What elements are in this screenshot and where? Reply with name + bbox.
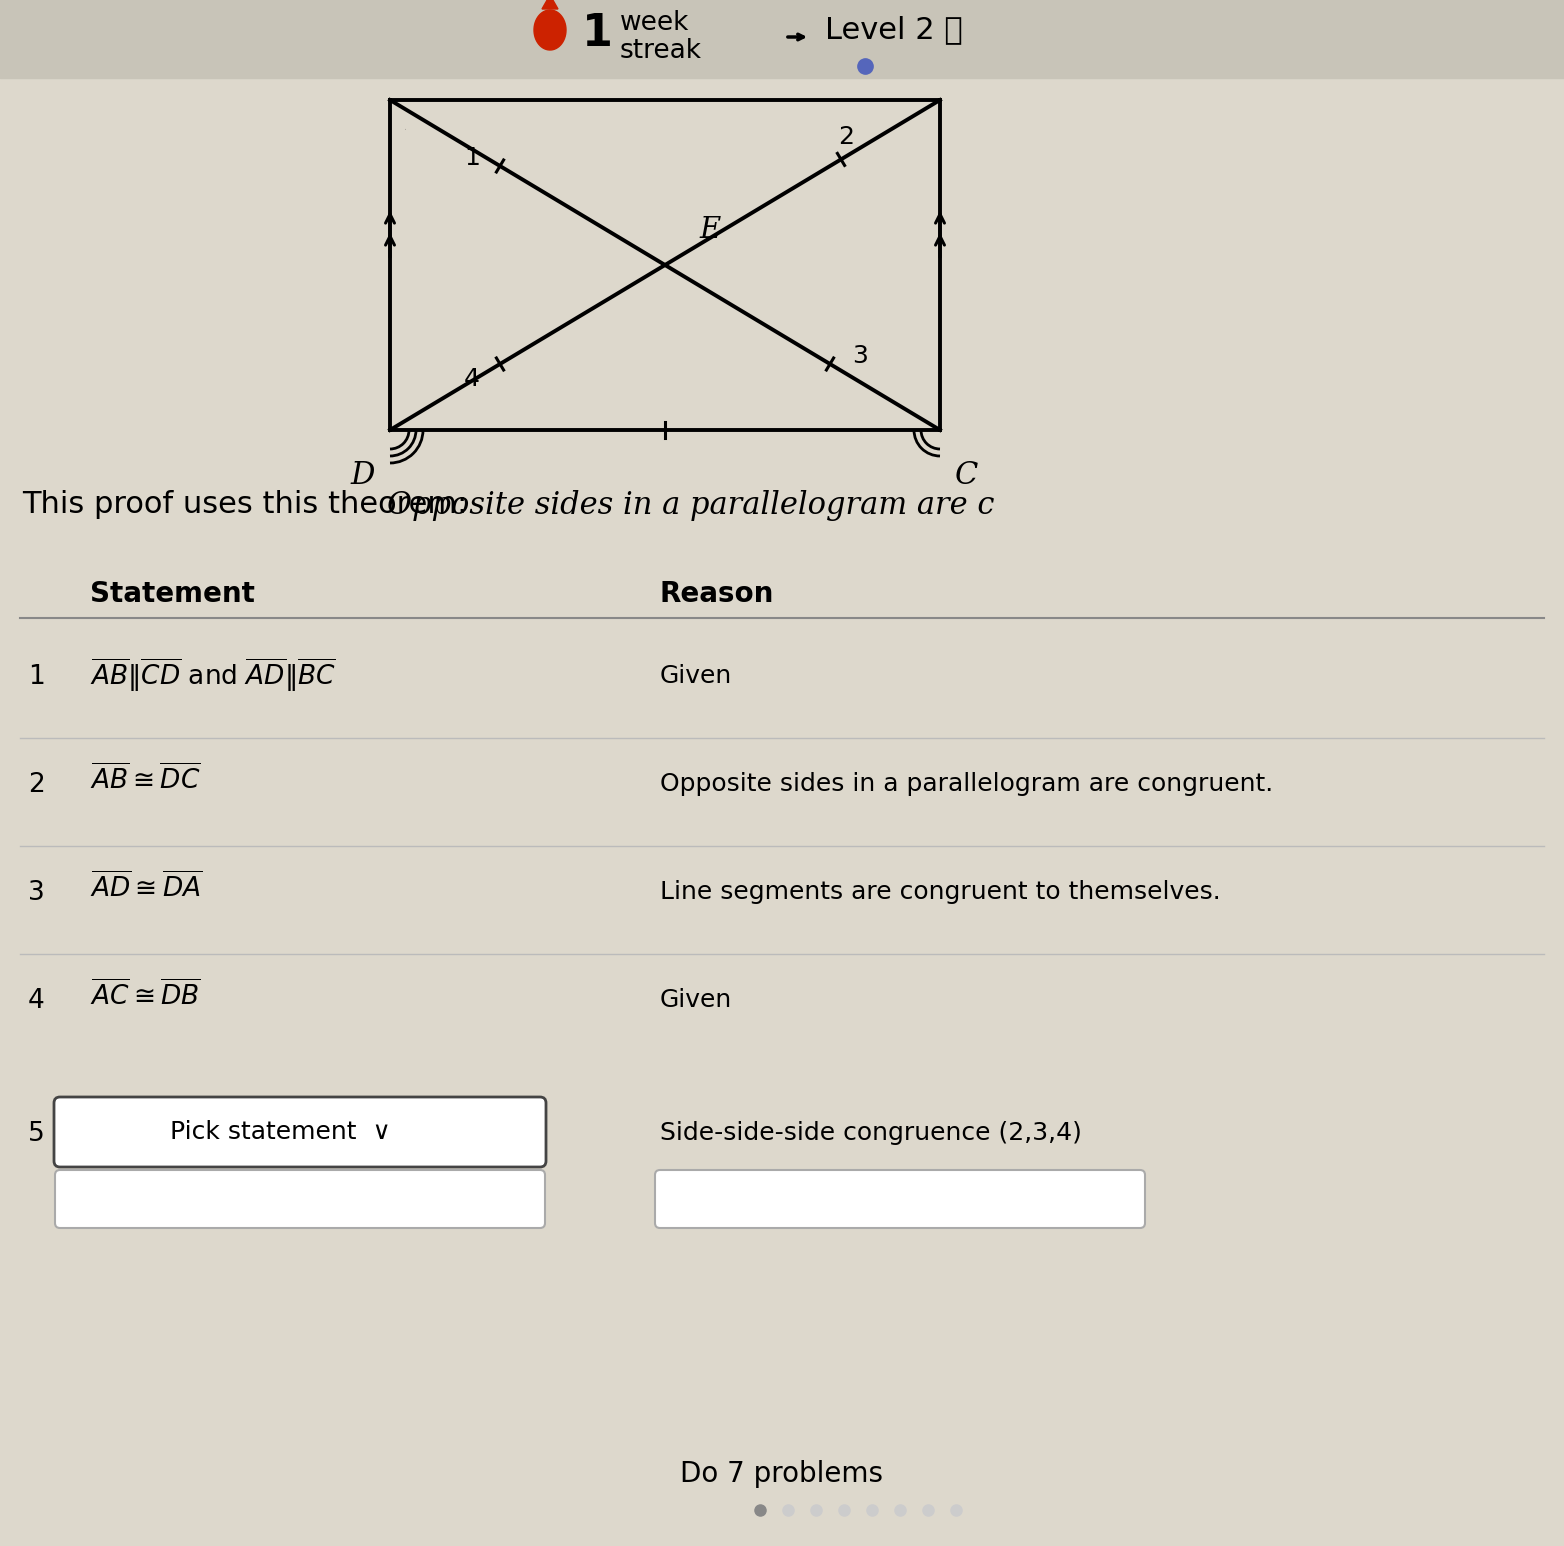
- Text: Given: Given: [660, 663, 732, 688]
- Text: 4: 4: [465, 366, 480, 391]
- Text: 1: 1: [28, 663, 45, 690]
- Text: Reason: Reason: [660, 580, 774, 608]
- Text: Do 7 problems: Do 7 problems: [680, 1459, 884, 1487]
- Text: $\overline{AB}\cong\overline{DC}$: $\overline{AB}\cong\overline{DC}$: [91, 764, 200, 795]
- Text: Statement: Statement: [91, 580, 255, 608]
- Text: $\overline{AD}\cong\overline{DA}$: $\overline{AD}\cong\overline{DA}$: [91, 872, 202, 903]
- Text: 1: 1: [582, 12, 613, 56]
- Text: 2: 2: [28, 771, 45, 798]
- Text: This proof uses this theorem:: This proof uses this theorem:: [22, 490, 477, 519]
- Text: Line segments are congruent to themselves.: Line segments are congruent to themselve…: [660, 880, 1221, 904]
- FancyBboxPatch shape: [655, 1170, 1145, 1228]
- FancyBboxPatch shape: [55, 1098, 546, 1167]
- Text: 4: 4: [28, 988, 45, 1014]
- Text: $\overline{AC}\cong\overline{DB}$: $\overline{AC}\cong\overline{DB}$: [91, 980, 200, 1011]
- Text: Given: Given: [660, 988, 732, 1013]
- Text: 3: 3: [28, 880, 45, 906]
- Text: Opposite sides in a parallelogram are congruent.: Opposite sides in a parallelogram are co…: [660, 771, 1273, 796]
- FancyBboxPatch shape: [55, 1170, 544, 1228]
- Text: Level 2 ⓘ: Level 2 ⓘ: [824, 15, 962, 45]
- Polygon shape: [543, 0, 558, 9]
- Bar: [0, 0, 1564, 77]
- Text: D: D: [350, 461, 375, 492]
- Text: 3: 3: [852, 345, 868, 368]
- Text: E: E: [699, 216, 721, 244]
- Text: 1: 1: [465, 145, 480, 170]
- Text: $\overline{AB}\|\overline{CD}$ and $\overline{AD}\|\overline{BC}$: $\overline{AB}\|\overline{CD}$ and $\ove…: [91, 656, 336, 694]
- Text: week: week: [619, 9, 690, 36]
- Text: 2: 2: [838, 125, 854, 150]
- Text: Pick statement  ∨: Pick statement ∨: [169, 1119, 391, 1144]
- Text: 5: 5: [28, 1121, 45, 1147]
- Polygon shape: [533, 9, 566, 49]
- Text: Side-side-side congruence (2,3,4): Side-side-side congruence (2,3,4): [660, 1121, 1082, 1146]
- Text: streak: streak: [619, 39, 702, 63]
- Text: Opposite sides in a parallelogram are c: Opposite sides in a parallelogram are c: [386, 490, 995, 521]
- Text: C: C: [956, 461, 979, 492]
